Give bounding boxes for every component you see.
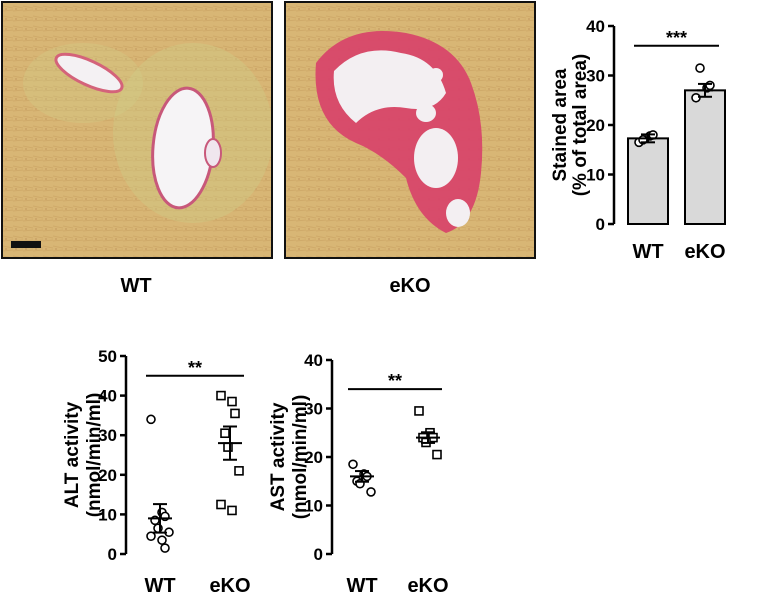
alt-point-eko: [227, 505, 237, 516]
micrograph-eko-image: [286, 3, 534, 257]
alt-ytick-label: 40: [98, 387, 117, 406]
micrograph-wt-label: WT: [120, 275, 152, 297]
alt-significance-label: **: [188, 358, 202, 378]
ast-ytick-label: 0: [314, 545, 323, 564]
stained-bar-eko: [684, 89, 726, 225]
stained-ytick-label: 40: [586, 17, 605, 36]
stained-ytick-label: 20: [586, 116, 605, 135]
alt-ytick-label: 0: [108, 545, 117, 564]
alt-point-wt: [146, 531, 156, 541]
alt-ylabel: ALT activity: [62, 401, 83, 508]
ast-ytick-label: 40: [304, 351, 323, 370]
alt-point-eko: [216, 390, 226, 401]
alt-point-wt: [157, 535, 167, 545]
stained-point-eko: [695, 63, 705, 73]
ast-activity-chart: 0 10 20 30 40 AST activity (nmol/min/ml) ** WT eK…: [268, 351, 449, 597]
alt-xtick-label: eKO: [209, 575, 250, 597]
stained-ytick-label: 0: [596, 215, 605, 234]
stained-xtick-label: eKO: [684, 241, 725, 263]
alt-ytick-label: 20: [98, 466, 117, 485]
ast-point-eko: [432, 449, 442, 460]
micrograph-eko-label: eKO: [389, 275, 431, 297]
micrograph-wt-image: [3, 3, 271, 257]
scale-bar: [11, 241, 41, 248]
micrograph-eko: [284, 1, 536, 259]
stained-area-chart: 0 10 20 30 40 Stained area (% of total area) **…: [550, 17, 726, 263]
stained-bar-wt: [627, 137, 669, 226]
alt-ytick-label: 30: [98, 426, 117, 445]
stained-ylabel: Stained area: [550, 68, 571, 181]
stained-significance-label: ***: [666, 28, 687, 48]
ast-xtick-label: WT: [346, 575, 377, 597]
ast-ytick-label: 20: [304, 448, 323, 467]
ast-ytick-label: 10: [304, 497, 323, 516]
ast-ylabel-units: (nmol/min/ml): [290, 395, 311, 520]
ast-xtick-label: eKO: [407, 575, 448, 597]
alt-xtick-label: WT: [144, 575, 175, 597]
alt-point-wt: [160, 543, 170, 553]
ast-point-wt: [366, 487, 376, 497]
stained-point-eko: [705, 80, 715, 91]
ast-point-wt: [348, 459, 358, 470]
ast-ylabel: AST activity: [268, 402, 289, 511]
alt-ytick-label: 10: [98, 505, 117, 524]
stained-ytick-label: 10: [586, 166, 605, 185]
stained-ylabel-units: (% of total area): [570, 54, 591, 197]
ast-point-eko: [414, 406, 424, 416]
alt-point-eko: [230, 408, 240, 419]
alt-point-wt: [146, 414, 156, 425]
alt-point-eko: [216, 499, 226, 510]
ast-significance-label: **: [388, 371, 402, 391]
alt-point-eko: [234, 466, 244, 476]
alt-point-eko: [220, 428, 230, 439]
ast-ytick-label: 30: [304, 400, 323, 419]
alt-point-eko: [227, 396, 237, 407]
alt-ytick-label: 50: [98, 347, 117, 366]
stained-ytick-label: 30: [586, 67, 605, 86]
alt-activity-chart: 0 10 20 30 40 50 ALT activity (nmol/min/ml) ** WT…: [62, 347, 251, 597]
micrograph-wt: [1, 1, 273, 259]
stained-xtick-label: WT: [632, 241, 663, 263]
alt-ylabel-units: (nmol/min/ml): [84, 393, 105, 518]
